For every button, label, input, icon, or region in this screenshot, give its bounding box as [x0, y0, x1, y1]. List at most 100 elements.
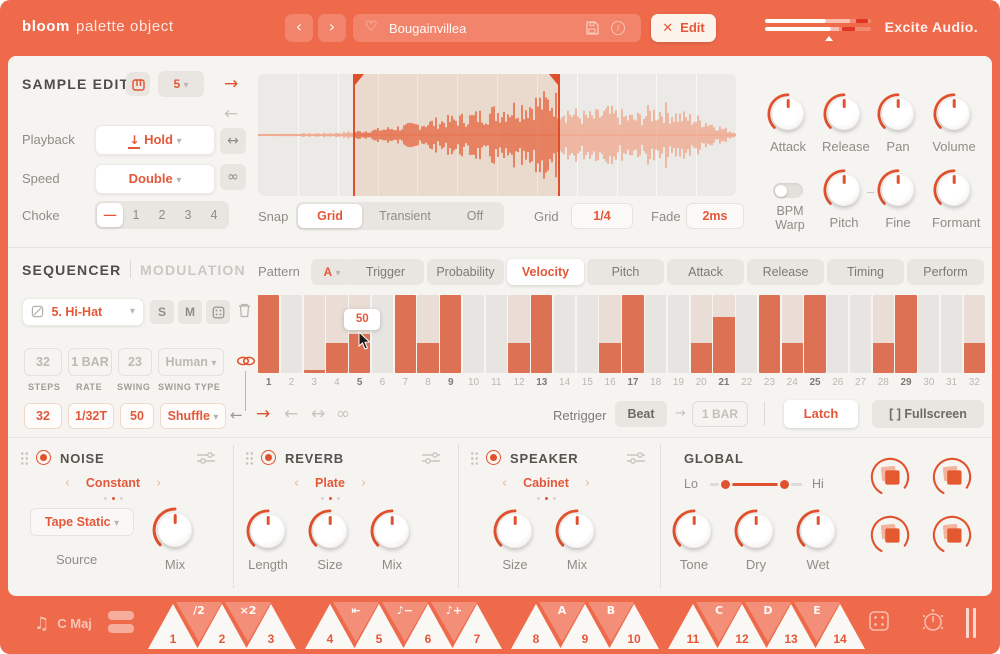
step-17[interactable] [622, 295, 644, 373]
choke-option-x[interactable]: — [97, 203, 123, 227]
play-direction-forward[interactable]: → [256, 404, 271, 424]
noise-source-dropdown[interactable]: Tape Static ▾ [30, 508, 134, 536]
swing-type-dropdown-linked[interactable]: Human ▾ [158, 348, 224, 376]
tab-modulation[interactable]: MODULATION [140, 262, 246, 278]
play-direction-pingpong[interactable]: ↔ [311, 404, 326, 424]
step-9[interactable] [440, 295, 462, 373]
grid-value[interactable]: 1/4 [571, 203, 633, 229]
preset-selector[interactable]: ♡ Bougainvillea i [353, 14, 641, 42]
step-18[interactable] [645, 295, 667, 373]
knob-mix[interactable]: Mix [369, 508, 415, 572]
selection-end-marker[interactable] [549, 74, 561, 196]
info-icon[interactable]: i [611, 21, 625, 35]
step-11[interactable] [485, 295, 507, 373]
step-3[interactable] [303, 295, 325, 373]
choke-option-2[interactable]: 2 [158, 208, 166, 222]
copy-left-arrow[interactable]: ← [224, 104, 239, 124]
latch-button[interactable]: Latch [784, 400, 858, 428]
swing-field-linked[interactable]: 23 [118, 348, 152, 376]
steps-field[interactable]: 32 [24, 403, 62, 429]
swing-type-dropdown[interactable]: Shuffle ▾ [160, 403, 226, 429]
speaker-power-button[interactable] [486, 450, 501, 465]
macro-layers-knob-1[interactable] [869, 456, 911, 503]
lane-tab-release[interactable]: Release [747, 259, 824, 285]
pattern-dropdown[interactable]: A ▾ [311, 259, 353, 285]
favorite-heart-icon[interactable]: ♡ [365, 19, 378, 35]
global-range-slider[interactable] [710, 480, 802, 489]
reverb-mode-selector[interactable]: ‹ Plate › [293, 476, 367, 491]
rate-field-linked[interactable]: 1 BAR [68, 348, 112, 376]
choke-option-3[interactable]: 3 [184, 208, 192, 222]
solo-button[interactable]: S [150, 300, 174, 324]
track-dropdown[interactable]: 5. Hi-Hat ▾ [22, 298, 144, 326]
snap-option-off[interactable]: Off [466, 209, 484, 223]
step-6[interactable] [371, 295, 394, 373]
delete-trash-icon[interactable] [238, 303, 251, 323]
knob-size[interactable]: Size [307, 508, 353, 572]
play-direction-backward[interactable]: ← [284, 404, 299, 424]
step-25[interactable] [804, 295, 826, 373]
play-direction-loop[interactable]: ∞ [336, 404, 351, 424]
noise-mixer-icon[interactable] [196, 451, 216, 470]
step-15[interactable] [576, 295, 598, 373]
macro-layers-knob-2[interactable] [931, 456, 973, 503]
step-1[interactable] [258, 295, 280, 373]
step-30[interactable] [918, 295, 940, 373]
knob-formant[interactable]: Formant [932, 168, 980, 230]
retrigger-mode-button[interactable]: Beat [615, 401, 667, 427]
reverb-drag-handle[interactable] [245, 451, 254, 465]
step-20[interactable] [690, 295, 712, 373]
lane-tab-velocity[interactable]: Velocity [507, 259, 584, 285]
speaker-drag-handle[interactable] [470, 451, 479, 465]
fullscreen-button[interactable]: [ ] Fullscreen [872, 400, 984, 428]
noise-drag-handle[interactable] [20, 451, 29, 465]
knob-volume[interactable]: Volume [932, 92, 976, 154]
swing-field[interactable]: 50 [120, 403, 154, 429]
step-24[interactable] [781, 295, 803, 373]
step-14[interactable] [553, 295, 576, 373]
lane-tab-timing[interactable]: Timing [827, 259, 904, 285]
knob-fine[interactable]: Fine [876, 168, 920, 230]
speaker-mode-selector[interactable]: ‹ Cabinet › [501, 476, 591, 491]
step-29[interactable] [895, 295, 917, 373]
step-12[interactable] [508, 295, 530, 373]
tab-sequencer[interactable]: SEQUENCER [22, 262, 122, 278]
step-22[interactable] [736, 295, 758, 373]
step-31[interactable] [940, 295, 963, 373]
snap-option-transient[interactable]: Transient [379, 209, 431, 223]
step-16[interactable] [599, 295, 621, 373]
step-13[interactable] [531, 295, 553, 373]
rate-field[interactable]: 1/32T [68, 403, 114, 429]
speed-dropdown[interactable]: Double ▾ [95, 164, 215, 194]
lane-tab-perform[interactable]: Perform [907, 259, 984, 285]
knob-pitch[interactable]: Pitch [822, 168, 866, 230]
noise-power-button[interactable] [36, 450, 51, 465]
knob-pan[interactable]: Pan [876, 92, 920, 154]
macro-layers-knob-3[interactable] [869, 514, 911, 561]
retrigger-rate-button[interactable]: 1 BAR [692, 401, 748, 427]
swap-arrow-button[interactable]: ↔ [220, 128, 246, 154]
keyboard-icon[interactable] [126, 72, 150, 96]
step-19[interactable] [667, 295, 690, 373]
step-10[interactable] [462, 295, 485, 373]
dice-icon[interactable] [868, 610, 890, 637]
knob-dry[interactable]: Dry [733, 508, 779, 572]
step-26[interactable] [827, 295, 849, 373]
selection-start-marker[interactable] [352, 74, 364, 196]
next-preset-button[interactable]: › [318, 14, 346, 42]
save-icon[interactable] [585, 21, 599, 38]
macro-layers-knob-4[interactable] [931, 514, 973, 561]
knob-tone[interactable]: Tone [671, 508, 717, 572]
step-27[interactable] [849, 295, 872, 373]
choke-option-1[interactable]: 1 [132, 208, 140, 222]
link-icon[interactable] [236, 353, 256, 374]
steps-field-linked[interactable]: 32 [24, 348, 62, 376]
lane-tab-probability[interactable]: Probability [427, 259, 504, 285]
waveform-display[interactable] [258, 74, 736, 196]
edit-button[interactable]: ✕ Edit [651, 14, 716, 42]
prev-preset-button[interactable]: ‹ [285, 14, 313, 42]
knob-attack[interactable]: Attack [766, 92, 810, 154]
knob-mix[interactable]: Mix [151, 506, 199, 572]
layers-stack-icon[interactable] [108, 611, 134, 637]
bpm-warp-toggle[interactable] [773, 183, 803, 198]
